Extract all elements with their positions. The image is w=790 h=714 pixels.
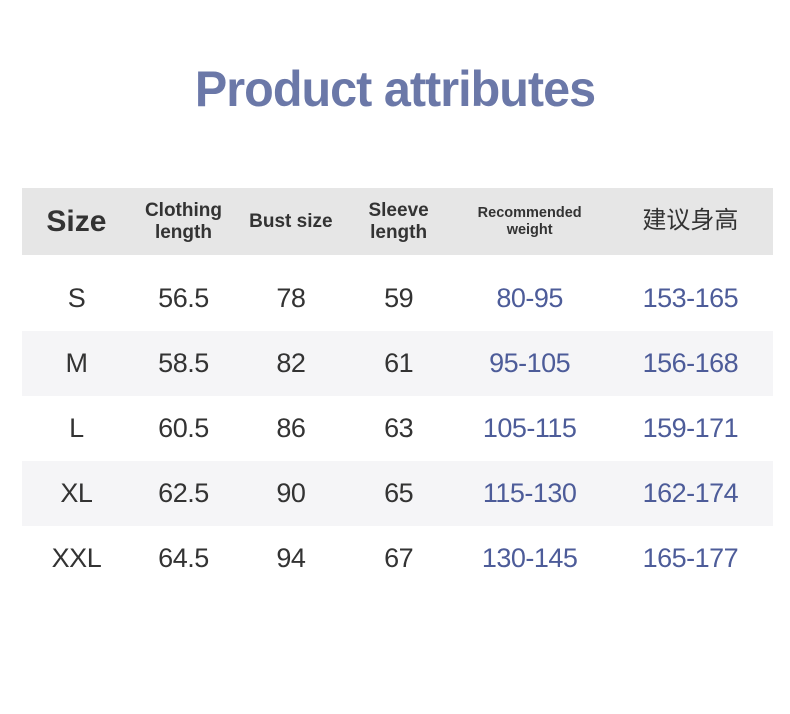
- table-body: S 56.5 78 59 80-95 153-165 M 58.5 82 61 …: [22, 266, 773, 591]
- cell-recommended-height: 165-177: [642, 543, 739, 573]
- cell-bust-size: 94: [276, 543, 306, 573]
- cell-sleeve-length: 63: [384, 413, 414, 443]
- cell-recommended-height: 159-171: [642, 413, 739, 443]
- cell-recommended-height: 162-174: [642, 478, 739, 508]
- cell-bust-size: 86: [276, 413, 306, 443]
- cell-clothing-length: 60.5: [158, 413, 209, 443]
- column-header-size: Size: [46, 204, 107, 238]
- cell-recommended-weight: 115-130: [482, 478, 577, 508]
- cell-size: S: [67, 283, 86, 313]
- cell-recommended-weight: 130-145: [481, 543, 578, 573]
- column-header-recommended-height: 建议身高: [642, 207, 739, 235]
- page-title: Product attributes: [194, 61, 596, 117]
- cell-sleeve-length: 67: [384, 543, 414, 573]
- table-row-l: L 60.5 86 63 105-115 159-171: [22, 396, 773, 461]
- cell-bust-size: 90: [276, 478, 306, 508]
- column-header-recommended-weight: Recommended weight: [477, 205, 582, 238]
- column-header-bust-size: Bust size: [249, 210, 333, 232]
- column-header-clothing-length: Clothing length: [144, 200, 222, 243]
- cell-recommended-height: 156-168: [642, 348, 739, 378]
- size-chart-table: Size Clothing length Bust size Sleeve le…: [22, 188, 773, 591]
- cell-bust-size: 82: [276, 348, 306, 378]
- cell-sleeve-length: 61: [384, 348, 414, 378]
- cell-recommended-weight: 105-115: [482, 413, 577, 443]
- table-row-xxl: XXL 64.5 94 67 130-145 165-177: [22, 526, 773, 591]
- cell-clothing-length: 62.5: [158, 478, 209, 508]
- table-row-xl: XL 62.5 90 65 115-130 162-174: [22, 461, 773, 526]
- product-attributes-page: Product attributes Size Clothing length …: [0, 60, 790, 714]
- cell-clothing-length: 58.5: [158, 348, 209, 378]
- cell-size: XL: [60, 478, 93, 508]
- column-header-sleeve-length: Sleeve length: [368, 200, 429, 243]
- cell-clothing-length: 56.5: [158, 283, 209, 313]
- cell-size: L: [69, 413, 84, 443]
- table-row-s: S 56.5 78 59 80-95 153-165: [22, 266, 773, 331]
- cell-clothing-length: 64.5: [158, 543, 209, 573]
- table-header-row: Size Clothing length Bust size Sleeve le…: [22, 188, 773, 255]
- cell-sleeve-length: 65: [384, 478, 414, 508]
- cell-size: M: [65, 348, 88, 378]
- cell-size: XXL: [51, 543, 102, 573]
- cell-recommended-weight: 95-105: [489, 348, 571, 378]
- cell-sleeve-length: 59: [384, 283, 414, 313]
- cell-bust-size: 78: [276, 283, 306, 313]
- cell-recommended-weight: 80-95: [496, 283, 563, 313]
- table-row-m: M 58.5 82 61 95-105 156-168: [22, 331, 773, 396]
- cell-recommended-height: 153-165: [642, 283, 739, 313]
